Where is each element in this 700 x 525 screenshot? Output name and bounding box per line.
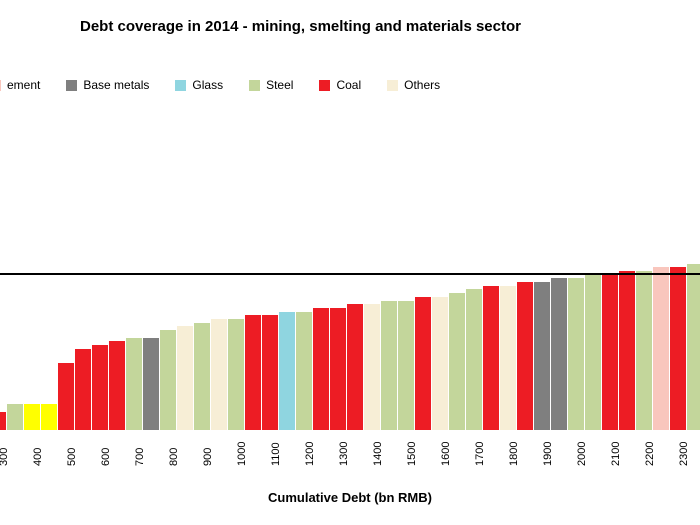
bar: [415, 297, 431, 430]
bar: [228, 319, 244, 430]
bar: [466, 289, 482, 430]
bar: [194, 323, 210, 430]
x-tick: 1700: [474, 442, 486, 466]
bars-container: [0, 60, 700, 430]
bar: [245, 315, 261, 430]
bar: [126, 338, 142, 431]
bar: [449, 293, 465, 430]
x-tick: 1500: [406, 442, 418, 466]
x-tick: 1800: [508, 442, 520, 466]
bar: [347, 304, 363, 430]
bar: [262, 315, 278, 430]
x-tick: 500: [66, 448, 78, 466]
x-tick: 800: [168, 448, 180, 466]
x-tick: 2000: [576, 442, 588, 466]
x-axis-ticks: 300 400 500 600 700 800 900 1000 1100 1200 1300 140…: [0, 436, 700, 486]
bar: [109, 341, 125, 430]
bar: [296, 312, 312, 430]
bar: [483, 286, 499, 430]
chart-container: Debt coverage in 2014 - mining, smelting…: [0, 0, 700, 525]
bar: [500, 286, 516, 430]
x-tick: 400: [32, 448, 44, 466]
bar: [585, 275, 601, 430]
bar: [636, 271, 652, 430]
x-tick: 1300: [338, 442, 350, 466]
bar: [313, 308, 329, 430]
x-tick: 1400: [372, 442, 384, 466]
bar: [177, 326, 193, 430]
chart-title: Debt coverage in 2014 - mining, smelting…: [80, 18, 521, 35]
bar: [160, 330, 176, 430]
bar: [143, 338, 159, 431]
x-tick: 2100: [610, 442, 622, 466]
bar: [330, 308, 346, 430]
bar: [58, 363, 74, 430]
bar: [92, 345, 108, 430]
bar: [653, 267, 669, 430]
bar: [432, 297, 448, 430]
bar: [568, 278, 584, 430]
bar: [279, 312, 295, 430]
bar: [41, 404, 57, 430]
bar: [381, 301, 397, 431]
bar: [670, 267, 686, 430]
bar: [0, 412, 6, 431]
x-tick: 1200: [304, 442, 316, 466]
x-tick: 2300: [678, 442, 690, 466]
x-tick: 300: [0, 448, 10, 466]
bar: [211, 319, 227, 430]
bar: [7, 404, 23, 430]
plot-area: [0, 60, 700, 430]
x-tick: 700: [134, 448, 146, 466]
bar: [24, 404, 40, 430]
bar: [534, 282, 550, 430]
x-tick: 2200: [644, 442, 656, 466]
x-tick: 1000: [236, 442, 248, 466]
x-tick: 1900: [542, 442, 554, 466]
bar: [602, 275, 618, 430]
x-axis-label: Cumulative Debt (bn RMB): [0, 490, 700, 505]
bar: [398, 301, 414, 431]
bar: [517, 282, 533, 430]
x-tick: 1600: [440, 442, 452, 466]
bar: [687, 264, 700, 431]
bar: [619, 271, 635, 430]
bar: [75, 349, 91, 430]
baseline: [0, 273, 700, 275]
x-tick: 1100: [270, 442, 282, 466]
x-tick: 900: [202, 448, 214, 466]
bar: [364, 304, 380, 430]
x-tick: 600: [100, 448, 112, 466]
bar: [551, 278, 567, 430]
